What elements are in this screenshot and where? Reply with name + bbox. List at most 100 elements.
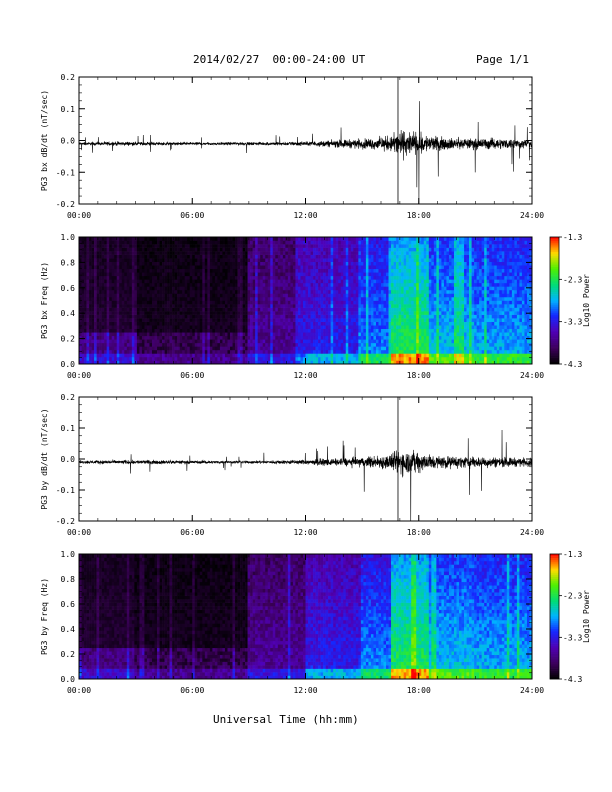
heatmap-cell xyxy=(209,247,213,252)
heatmap-cell xyxy=(119,346,123,351)
heatmap-cell xyxy=(348,247,352,252)
heatmap-cell xyxy=(363,335,367,340)
heatmap-cell xyxy=(134,311,138,315)
heatmap-cell xyxy=(79,258,82,262)
heatmap-cell xyxy=(224,268,228,273)
heatmap-cell xyxy=(187,275,191,280)
heatmap-cell xyxy=(179,307,183,312)
heatmap-cell xyxy=(290,342,294,347)
heatmap-cell xyxy=(121,318,125,322)
heatmap-cell xyxy=(375,342,379,347)
heatmap-cell xyxy=(222,272,226,277)
heatmap-cell xyxy=(245,311,248,315)
heatmap-cell xyxy=(252,342,256,347)
heatmap-cell xyxy=(290,279,294,284)
heatmap-cell xyxy=(202,282,206,287)
heatmap-cell xyxy=(146,325,150,330)
heatmap-cell xyxy=(86,237,90,241)
heatmap-cell xyxy=(272,275,276,280)
heatmap-cell xyxy=(174,258,178,262)
heatmap-cell xyxy=(141,360,145,365)
heatmap-cell xyxy=(86,258,90,262)
heatmap-cell xyxy=(219,346,223,351)
heatmap-cell xyxy=(162,342,165,347)
heatmap-cell xyxy=(413,321,417,326)
heatmap-cell xyxy=(86,300,90,305)
heatmap-cell xyxy=(129,332,133,337)
heatmap-cell xyxy=(136,254,140,259)
heatmap-cell xyxy=(212,335,216,340)
heatmap-cell xyxy=(260,258,264,262)
heatmap-cell xyxy=(202,293,206,298)
heatmap-cell xyxy=(363,286,367,291)
heatmap-cell xyxy=(368,328,372,333)
heatmap-cell xyxy=(124,300,128,305)
heatmap-cell xyxy=(396,328,399,333)
heatmap-cell xyxy=(383,325,387,330)
heatmap-cell xyxy=(360,286,364,291)
heatmap-cell xyxy=(240,237,243,241)
heatmap-cell xyxy=(157,307,160,312)
heatmap-cell xyxy=(151,282,155,287)
heatmap-cell xyxy=(91,251,95,255)
heatmap-cell xyxy=(343,339,347,344)
heatmap-cell xyxy=(154,293,158,298)
heatmap-cell xyxy=(136,265,140,270)
heatmap-cell xyxy=(99,321,102,326)
heatmap-cell xyxy=(295,251,299,255)
heatmap-cell xyxy=(287,258,291,262)
heatmap-cell xyxy=(353,304,357,308)
heatmap-cell xyxy=(277,339,281,344)
heatmap-cell xyxy=(219,325,223,330)
heatmap-cell xyxy=(320,268,324,273)
heatmap-cell xyxy=(172,244,175,248)
heatmap-cell xyxy=(232,289,236,294)
heatmap-cell xyxy=(391,272,394,277)
heatmap-cell xyxy=(257,335,261,340)
heatmap-cell xyxy=(194,339,198,344)
heatmap-cell xyxy=(177,328,180,333)
heatmap-cell xyxy=(207,279,211,284)
heatmap-cell xyxy=(320,321,324,326)
heatmap-cell xyxy=(262,251,266,255)
heatmap-cell xyxy=(141,275,145,280)
heatmap-cell xyxy=(136,311,140,315)
heatmap-cell xyxy=(381,268,384,273)
heatmap-cell xyxy=(106,335,110,340)
heatmap-cell xyxy=(81,272,85,277)
heatmap-cell xyxy=(232,318,236,322)
heatmap-cell xyxy=(217,342,221,347)
heatmap-cell xyxy=(378,237,382,241)
heatmap-cell xyxy=(94,304,97,308)
heatmap-cell xyxy=(119,325,123,330)
heatmap-cell xyxy=(159,342,163,347)
heatmap-cell xyxy=(199,265,203,270)
heatmap-cell xyxy=(416,339,420,344)
heatmap-cell xyxy=(416,293,420,298)
heatmap-cell xyxy=(350,282,354,287)
heatmap-cell xyxy=(119,247,123,252)
heatmap-cell xyxy=(189,237,193,241)
heatmap-cell xyxy=(144,321,148,326)
heatmap-cell xyxy=(308,261,311,266)
heatmap-cell xyxy=(116,356,120,361)
heatmap-cell xyxy=(91,282,95,287)
heatmap-cell xyxy=(333,282,336,287)
heatmap-cell xyxy=(177,325,180,330)
heatmap-cell xyxy=(305,265,309,270)
heatmap-cell xyxy=(343,254,347,259)
heatmap-cell xyxy=(290,296,294,301)
heatmap-cell xyxy=(270,268,274,273)
heatmap-cell xyxy=(104,244,107,248)
heatmap-cell xyxy=(204,265,208,270)
heatmap-cell xyxy=(386,296,389,301)
heatmap-cell xyxy=(313,321,316,326)
heatmap-cell xyxy=(381,349,384,354)
heatmap-cell xyxy=(94,325,97,330)
heatmap-cell xyxy=(222,286,226,291)
heatmap-cell xyxy=(328,286,331,291)
heatmap-cell xyxy=(84,240,87,245)
heatmap-cell xyxy=(217,321,221,326)
heatmap-cell xyxy=(237,275,241,280)
heatmap-cell xyxy=(328,304,331,308)
